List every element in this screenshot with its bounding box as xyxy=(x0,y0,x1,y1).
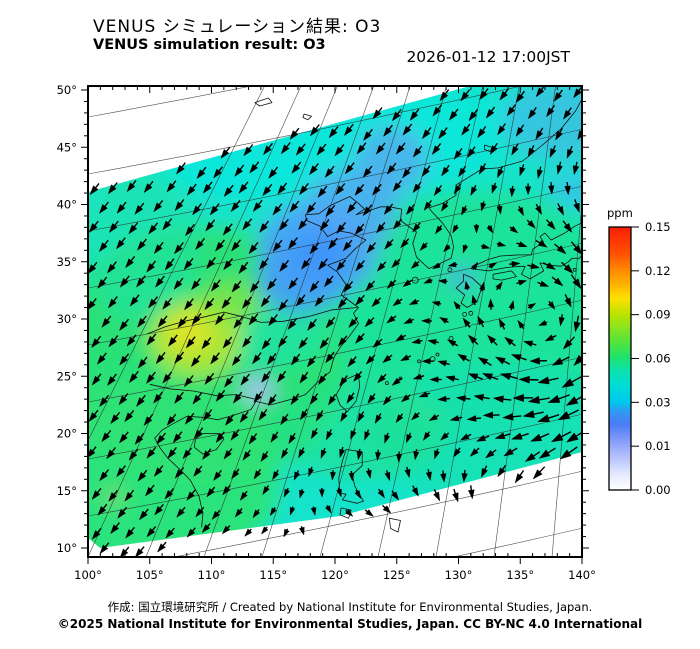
x-tick-label: 105° xyxy=(136,568,164,582)
x-tick-label: 130° xyxy=(445,568,473,582)
forecast-timestamp: 2026-01-12 17:00JST xyxy=(406,48,570,66)
colorbar-tick-label: 0.06 xyxy=(645,352,671,366)
colorbar-unit-label: ppm xyxy=(607,206,633,220)
page-title-english: VENUS simulation result: O3 xyxy=(93,37,326,53)
license-line: ©2025 National Institute for Environment… xyxy=(57,617,643,631)
colorbar-tick-label: 0.00 xyxy=(645,483,671,497)
x-tick-label: 115° xyxy=(259,568,287,582)
credit-line: 作成: 国立環境研究所 / Created by National Instit… xyxy=(107,600,593,614)
axis-ticks xyxy=(81,86,589,564)
y-tick-label: 20° xyxy=(57,427,77,441)
colorbar-tick-label: 0.01 xyxy=(645,439,671,453)
y-tick-label: 25° xyxy=(57,369,77,383)
colorbar-tick-label: 0.03 xyxy=(645,395,671,409)
x-tick-label: 140° xyxy=(568,568,596,582)
y-tick-label: 15° xyxy=(57,484,77,498)
y-tick-label: 35° xyxy=(57,255,77,269)
colorbar: ppm 0.15 0.12 0.09 0.06 0.03 0.01 0.00 xyxy=(607,206,671,497)
y-tick-label: 30° xyxy=(57,312,77,326)
x-tick-label: 100° xyxy=(74,568,102,582)
colorbar-gradient xyxy=(608,226,632,491)
x-tick-label: 120° xyxy=(321,568,349,582)
y-tick-label: 50° xyxy=(57,83,77,97)
colorbar-tick-label: 0.09 xyxy=(645,308,671,322)
y-tick-label: 40° xyxy=(57,198,77,212)
y-tick-label: 10° xyxy=(57,541,77,555)
coastlines xyxy=(147,97,582,533)
axis-labels: 100° 105° 110° 115° 120° 125° 130° 135° 140° 50° 4… xyxy=(57,83,596,582)
y-tick-label: 45° xyxy=(57,140,77,154)
page-title-japanese: VENUS シミュレーション結果: O3 xyxy=(93,17,382,37)
x-tick-label: 110° xyxy=(198,568,226,582)
x-tick-label: 125° xyxy=(383,568,411,582)
x-tick-label: 135° xyxy=(506,568,534,582)
colorbar-tick-label: 0.15 xyxy=(645,220,671,234)
colorbar-tick-label: 0.12 xyxy=(645,264,671,278)
wind-arrows xyxy=(88,86,582,557)
